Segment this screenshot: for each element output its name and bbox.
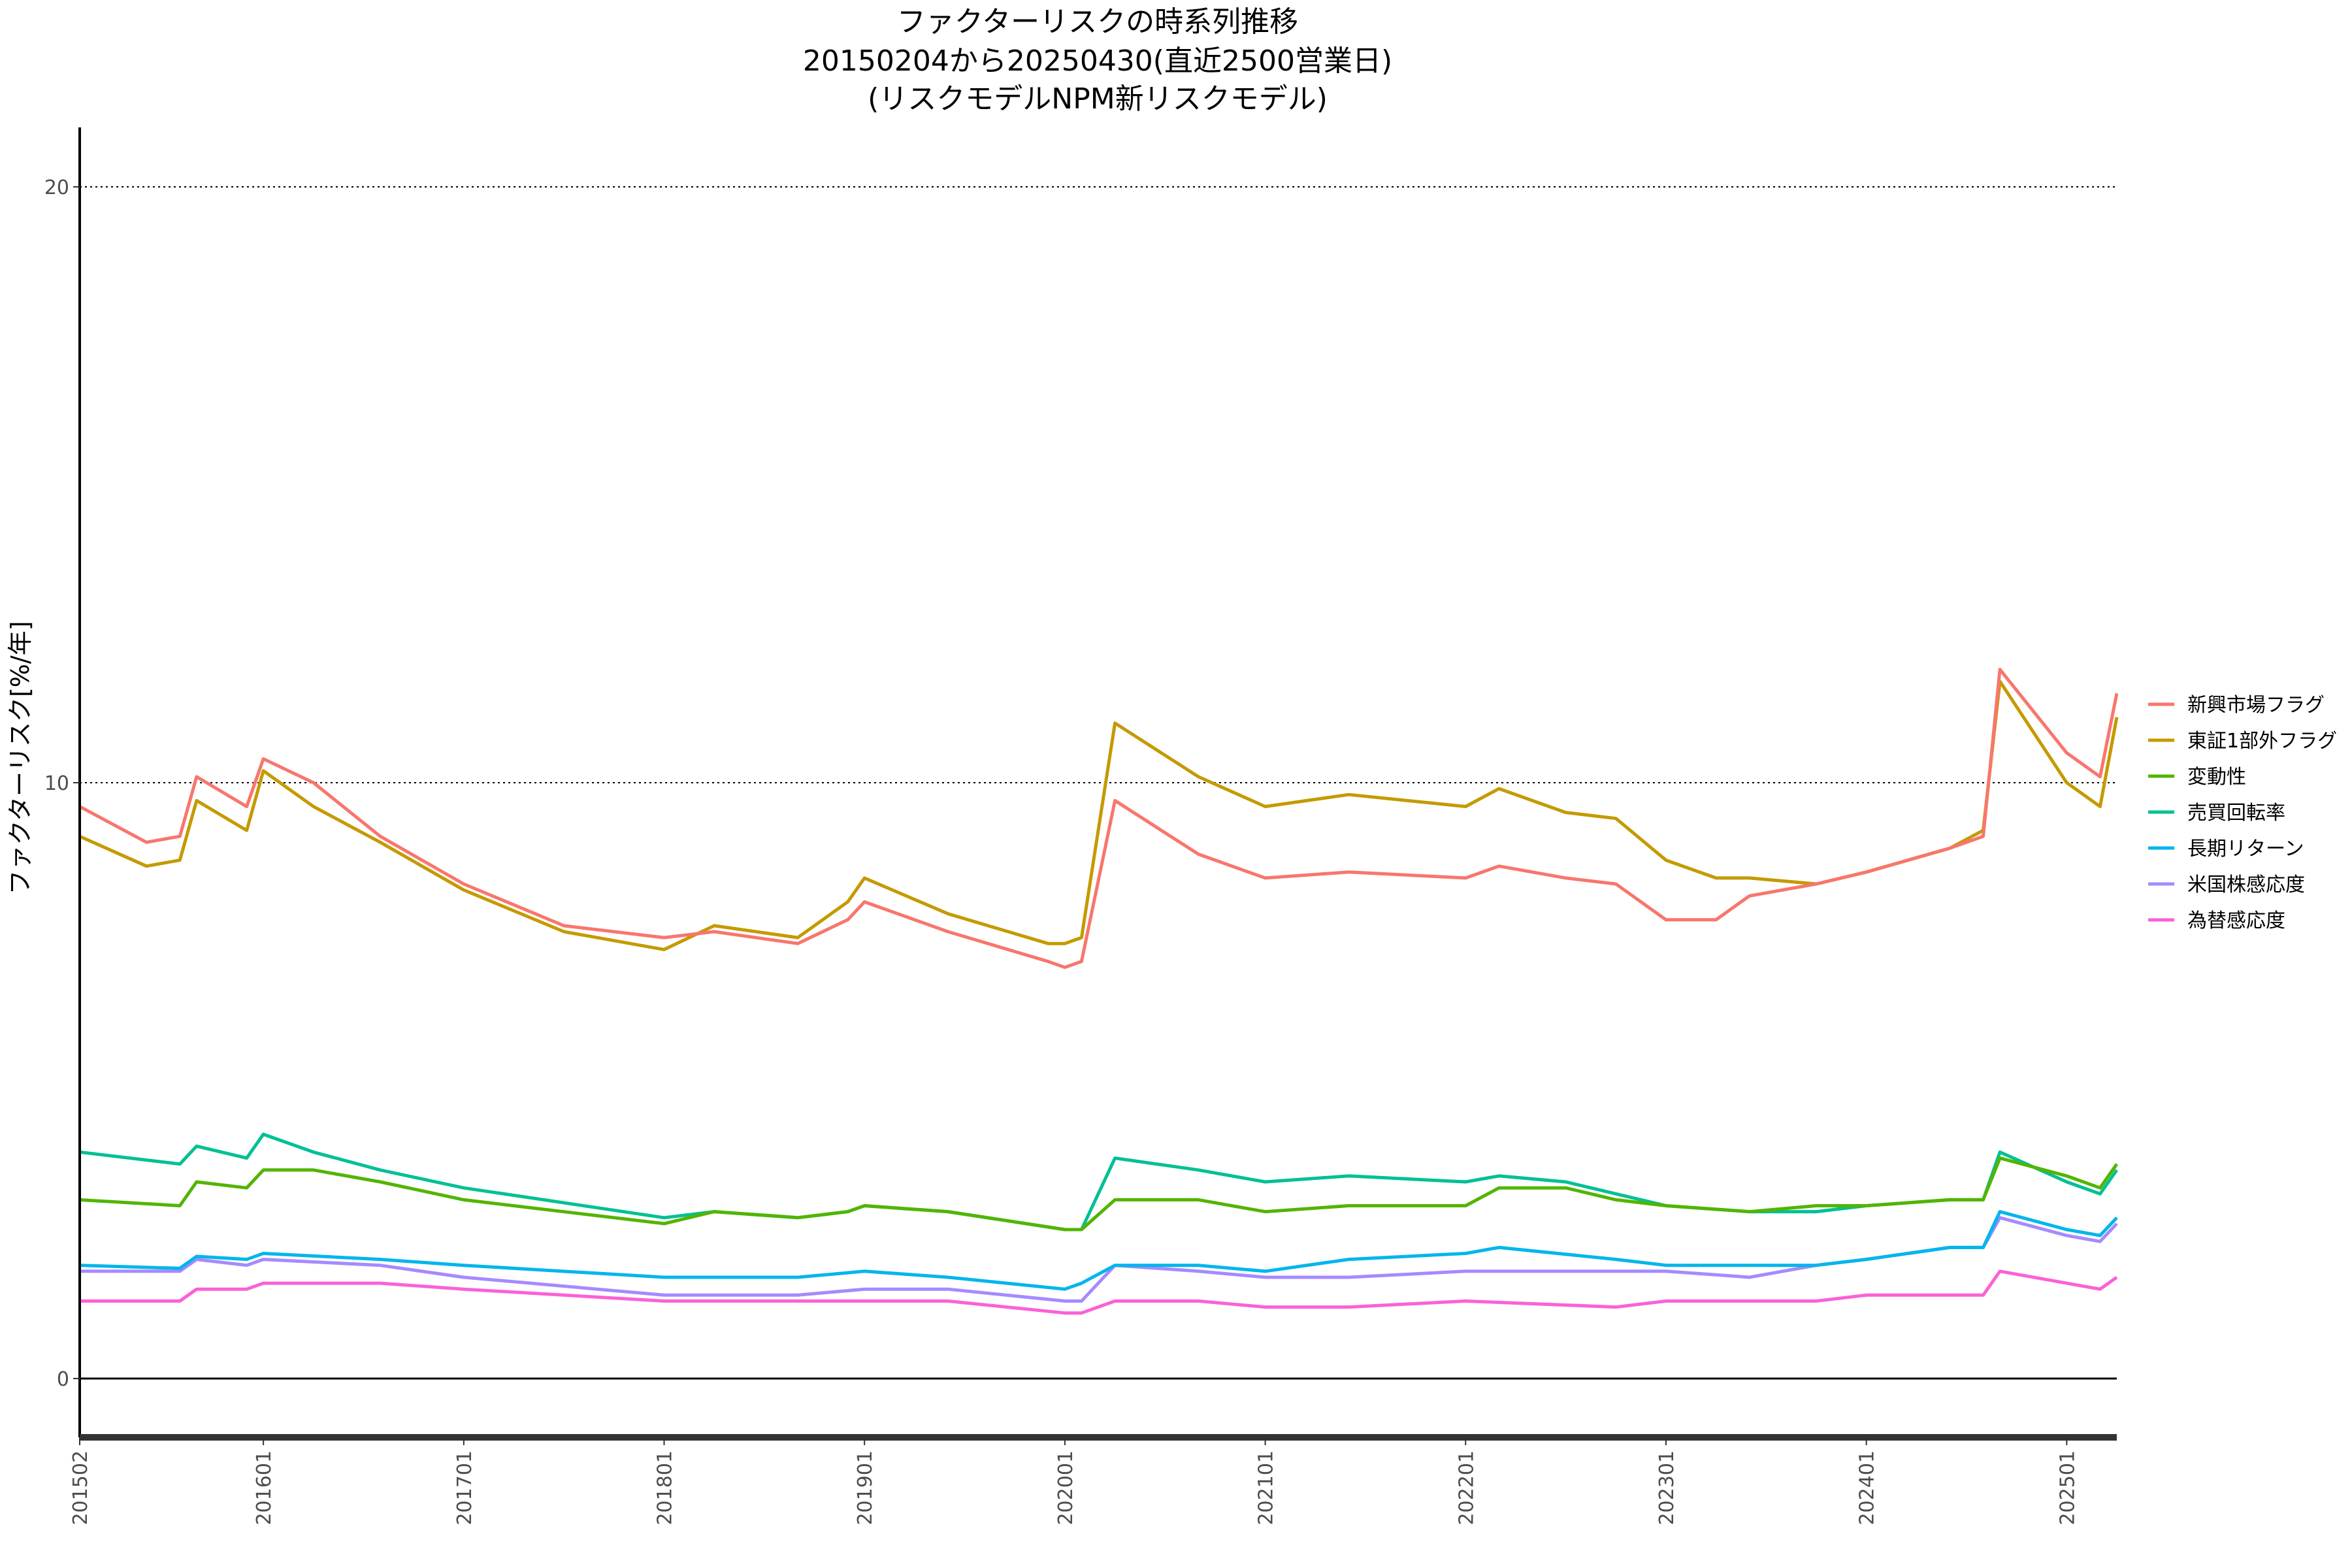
legend-label-5: 米国株感応度: [2187, 874, 2305, 896]
x-tick-label-201901: 201901: [854, 1450, 877, 1526]
legend-label-2: 変動性: [2187, 766, 2246, 789]
x-tick-label-201801: 201801: [654, 1450, 677, 1526]
legend-label-1: 東証1部外フラグ: [2187, 730, 2337, 753]
series-line-4: [79, 1210, 2118, 1291]
x-tick-label-202001: 202001: [1054, 1450, 1077, 1526]
x-tick-label-201601: 201601: [253, 1450, 276, 1526]
title-line-3: (リスクモデルNPM新リスクモデル): [868, 82, 1328, 116]
series-line-6: [80, 1269, 2118, 1315]
x-tick-label-202401: 202401: [1856, 1450, 1879, 1526]
chart-title: ファクターリスクの時系列推移 20150204から20250430(直近2500…: [803, 5, 1392, 116]
legend-label-0: 新興市場フラグ: [2187, 694, 2325, 717]
x-tick-label-202301: 202301: [1656, 1450, 1678, 1526]
series-lines: [78, 668, 2119, 1315]
legend-label-6: 為替感応度: [2187, 909, 2285, 932]
x-tick-label-201502: 201502: [69, 1450, 92, 1526]
y-axis-title: ファクターリスク[%/年]: [6, 621, 35, 894]
legend-label-3: 売買回転率: [2187, 802, 2285, 825]
x-tick-label-202201: 202201: [1455, 1450, 1478, 1526]
x-tick-label-202501: 202501: [2056, 1450, 2079, 1526]
title-line-2: 20150204から20250430(直近2500営業日): [803, 44, 1392, 78]
y-tick-label-0: 0: [57, 1368, 69, 1391]
x-tick-labels: 201502 201601 201701 201801 201901 202001 2021…: [69, 1437, 2079, 1526]
series-line-0: [78, 668, 2119, 970]
legend-label-4: 長期リターン: [2187, 838, 2304, 860]
y-tick-label-20: 20: [44, 176, 69, 199]
x-tick-label-201701: 201701: [453, 1450, 476, 1526]
title-line-1: ファクターリスクの時系列推移: [897, 5, 1298, 39]
series-line-2: [79, 1156, 2119, 1232]
x-tick-label-202101: 202101: [1255, 1450, 1278, 1526]
y-tick-label-10: 10: [44, 772, 69, 795]
y-tick-labels: 0 10 20: [44, 176, 80, 1391]
